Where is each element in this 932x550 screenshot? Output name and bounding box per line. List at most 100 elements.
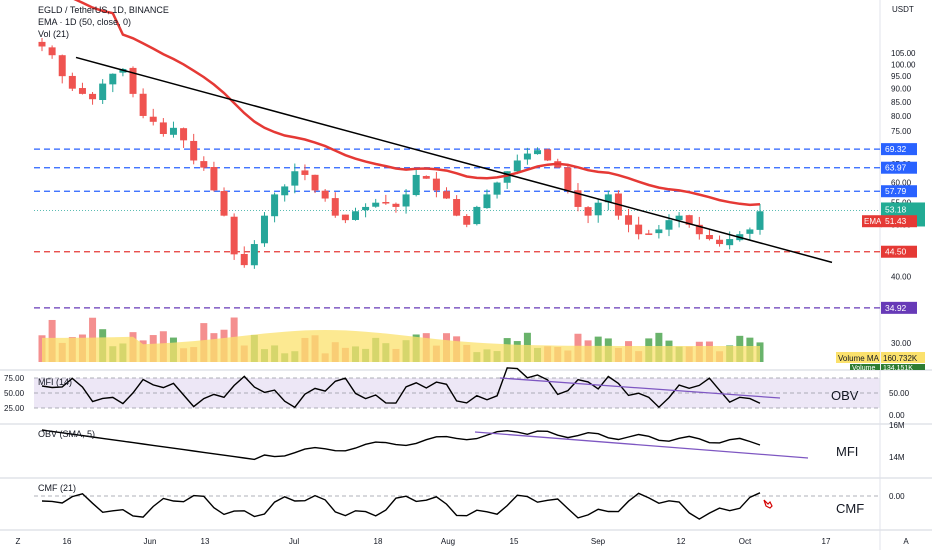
- candle-body: [180, 128, 188, 141]
- candle-body: [109, 73, 117, 85]
- candle-body: [169, 127, 177, 135]
- candle-body: [129, 67, 137, 94]
- candle-body: [89, 93, 97, 100]
- cmf-line: [41, 492, 761, 520]
- price-level-label: 63.97: [885, 163, 907, 173]
- vol-legend[interactable]: Vol (21): [38, 29, 69, 39]
- time-tick-label: Sep: [591, 537, 606, 546]
- candles-layer: [38, 37, 764, 269]
- mfi-trend-line: [499, 377, 781, 399]
- obv-annotation: MFI: [836, 444, 858, 459]
- candle-body: [463, 216, 471, 225]
- volume-name-tag: [850, 364, 880, 370]
- time-tick-label: Jun: [144, 537, 157, 546]
- candle-body: [58, 55, 66, 77]
- price-tick-label: 80.00: [891, 112, 912, 121]
- candle-body: [412, 174, 420, 196]
- mfi-title[interactable]: MFI (14): [38, 377, 72, 387]
- price-tick-label: 40.00: [891, 272, 912, 281]
- candle-body: [159, 122, 167, 134]
- currency-label: USDT: [892, 5, 914, 14]
- obv-pane-labels: OBV (SMA, 5) MFI: [38, 429, 858, 459]
- candle-body: [625, 215, 633, 225]
- candle-body: [443, 191, 451, 199]
- candle-body: [635, 224, 643, 235]
- time-tick-label: 13: [201, 537, 210, 546]
- price-level-label: 44.50: [885, 247, 907, 257]
- volume-ma-area: [42, 330, 760, 362]
- candle-body: [291, 171, 299, 186]
- ema-name: EMA: [864, 217, 882, 226]
- price-tick-label: 105.00: [891, 49, 916, 58]
- candle-body: [473, 206, 481, 225]
- candle-body: [362, 206, 370, 211]
- candle-body: [695, 224, 703, 235]
- candle-body: [564, 167, 572, 191]
- price-level-tag: [881, 185, 917, 198]
- price-tick-label: 95.00: [891, 72, 912, 81]
- volume-ma-name-tag: [836, 352, 880, 363]
- mfi-right-tick: 0.00: [889, 411, 905, 420]
- obv-trend-line: [474, 431, 809, 459]
- price-level-tag: [881, 143, 917, 156]
- candle-body: [230, 216, 238, 255]
- candle-body: [99, 83, 107, 101]
- candle-body: [240, 254, 248, 266]
- volume-name: Volume: [852, 365, 875, 372]
- candle-body: [716, 239, 724, 245]
- trend-line: [75, 56, 833, 264]
- ema-legend[interactable]: EMA · 1D (50, close, 0): [38, 17, 131, 27]
- cmf-title[interactable]: CMF (21): [38, 483, 76, 493]
- price-level-tag: [881, 245, 917, 258]
- candle-body: [584, 207, 592, 216]
- candle-body: [746, 229, 754, 234]
- price-tick-label: 30.00: [891, 339, 912, 348]
- ema-name-tag: [862, 215, 882, 228]
- price-level-label: 69.32: [885, 144, 907, 154]
- mfi-pane-labels: MFI (14) OBV: [38, 377, 859, 403]
- candle-body: [220, 191, 228, 216]
- price-tick-label: 85.00: [891, 98, 912, 107]
- candle-body: [271, 194, 279, 217]
- candle-body: [351, 211, 359, 220]
- candle-body: [756, 211, 764, 230]
- candle-body: [78, 88, 86, 94]
- candle-body: [139, 93, 147, 116]
- candle-body: [281, 186, 289, 196]
- ema-value-tag: [881, 215, 917, 228]
- ema-value-label: 51.43: [885, 216, 907, 226]
- candle-body: [705, 235, 713, 240]
- price-level-tag: [881, 161, 917, 174]
- mfi-left-tick: 25.00: [4, 404, 25, 413]
- mfi-left-tick: 50.00: [4, 389, 25, 398]
- candle-body: [685, 215, 693, 225]
- volume-ma-tag: [881, 352, 925, 363]
- time-tick-label: 12: [677, 537, 686, 546]
- candle-body: [503, 171, 511, 183]
- cmf-annotation: CMF: [836, 501, 864, 516]
- candle-body: [341, 214, 349, 221]
- ema-line: [73, 0, 761, 207]
- price-tick-label: 60.00: [891, 179, 912, 188]
- obv-right-tick: 16M: [889, 421, 905, 430]
- candle-body: [513, 160, 521, 172]
- candle-body: [645, 233, 653, 235]
- volume-label: 134.151K: [883, 365, 913, 372]
- candle-body: [149, 116, 157, 122]
- candle-body: [665, 220, 673, 230]
- obv-title[interactable]: OBV (SMA, 5): [38, 429, 95, 439]
- candle-body: [574, 190, 582, 207]
- candle-body: [544, 149, 552, 161]
- candle-body: [604, 194, 612, 203]
- candle-body: [655, 229, 663, 234]
- time-tick-label: 17: [822, 537, 831, 546]
- lines-layer: [73, 0, 833, 264]
- candle-body: [432, 178, 440, 191]
- candle-body: [331, 198, 339, 216]
- candle-body: [68, 75, 76, 89]
- price-level-tag: [881, 301, 917, 314]
- price-level-label: 34.92: [885, 303, 907, 313]
- candle-body: [453, 199, 461, 216]
- symbol-title[interactable]: EGLD / TetherUS, 1D, BINANCE: [38, 5, 169, 15]
